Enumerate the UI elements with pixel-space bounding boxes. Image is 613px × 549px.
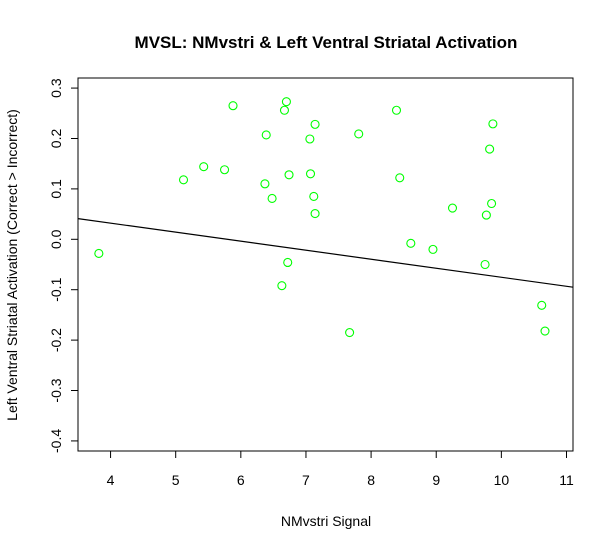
y-tick-label: -0.2 bbox=[48, 328, 64, 352]
data-point bbox=[406, 238, 416, 248]
x-tick-label: 4 bbox=[107, 472, 115, 488]
data-point bbox=[345, 327, 355, 338]
data-point bbox=[310, 209, 320, 219]
data-point bbox=[279, 105, 290, 115]
y-tick-label: 0.2 bbox=[48, 129, 64, 149]
y-tick-label: 0.0 bbox=[48, 229, 64, 249]
data-point bbox=[485, 144, 495, 154]
y-tick-label: -0.3 bbox=[48, 378, 64, 402]
data-point bbox=[281, 97, 291, 107]
data-point bbox=[267, 193, 277, 204]
y-tick-label: -0.4 bbox=[48, 429, 64, 453]
data-point bbox=[480, 259, 490, 270]
data-point bbox=[309, 191, 319, 202]
regression-line bbox=[77, 218, 574, 288]
x-tick-label: 7 bbox=[302, 472, 310, 488]
data-point bbox=[354, 129, 364, 139]
data-point bbox=[487, 198, 497, 209]
data-point bbox=[447, 203, 458, 213]
regression-line-group bbox=[77, 218, 574, 288]
data-point bbox=[284, 170, 294, 180]
x-tick-label: 5 bbox=[172, 472, 180, 488]
x-tick-label: 8 bbox=[367, 472, 375, 488]
data-point bbox=[283, 257, 293, 268]
data-point bbox=[261, 130, 271, 140]
data-point bbox=[277, 281, 287, 291]
data-point bbox=[228, 101, 238, 111]
chart-title: MVSL: NMvstri & Left Ventral Striatal Ac… bbox=[135, 33, 518, 52]
x-tick-label: 6 bbox=[237, 472, 245, 488]
data-point bbox=[395, 173, 405, 183]
data-point bbox=[537, 300, 547, 310]
data-point bbox=[178, 175, 189, 185]
x-axis: 4 5 6 7 8 9 10 11 bbox=[107, 450, 574, 488]
x-axis-label: NMvstri Signal bbox=[281, 513, 371, 529]
y-axis: -0.4 -0.3 -0.2 -0.1 0.0 0.1 0.2 0.3 bbox=[48, 78, 79, 453]
x-tick-label: 10 bbox=[494, 472, 510, 488]
data-point bbox=[391, 105, 402, 115]
data-point bbox=[260, 179, 270, 189]
data-point bbox=[199, 162, 209, 172]
plot-frame bbox=[77, 77, 574, 452]
x-tick-label: 11 bbox=[559, 472, 574, 488]
data-point bbox=[540, 326, 550, 336]
y-tick-label: -0.1 bbox=[48, 277, 64, 301]
data-point bbox=[310, 119, 320, 129]
data-point bbox=[488, 119, 498, 129]
data-point bbox=[219, 165, 230, 175]
y-tick-label: 0.1 bbox=[48, 179, 64, 199]
y-tick-label: 0.3 bbox=[48, 78, 64, 98]
y-axis-label: Left Ventral Striatal Activation (Correc… bbox=[4, 109, 20, 421]
data-point bbox=[305, 169, 316, 179]
data-point bbox=[481, 210, 491, 220]
data-point bbox=[94, 248, 104, 258]
data-point bbox=[428, 244, 438, 254]
data-points bbox=[94, 97, 550, 338]
data-point bbox=[305, 134, 315, 144]
x-tick-label: 9 bbox=[432, 472, 440, 488]
